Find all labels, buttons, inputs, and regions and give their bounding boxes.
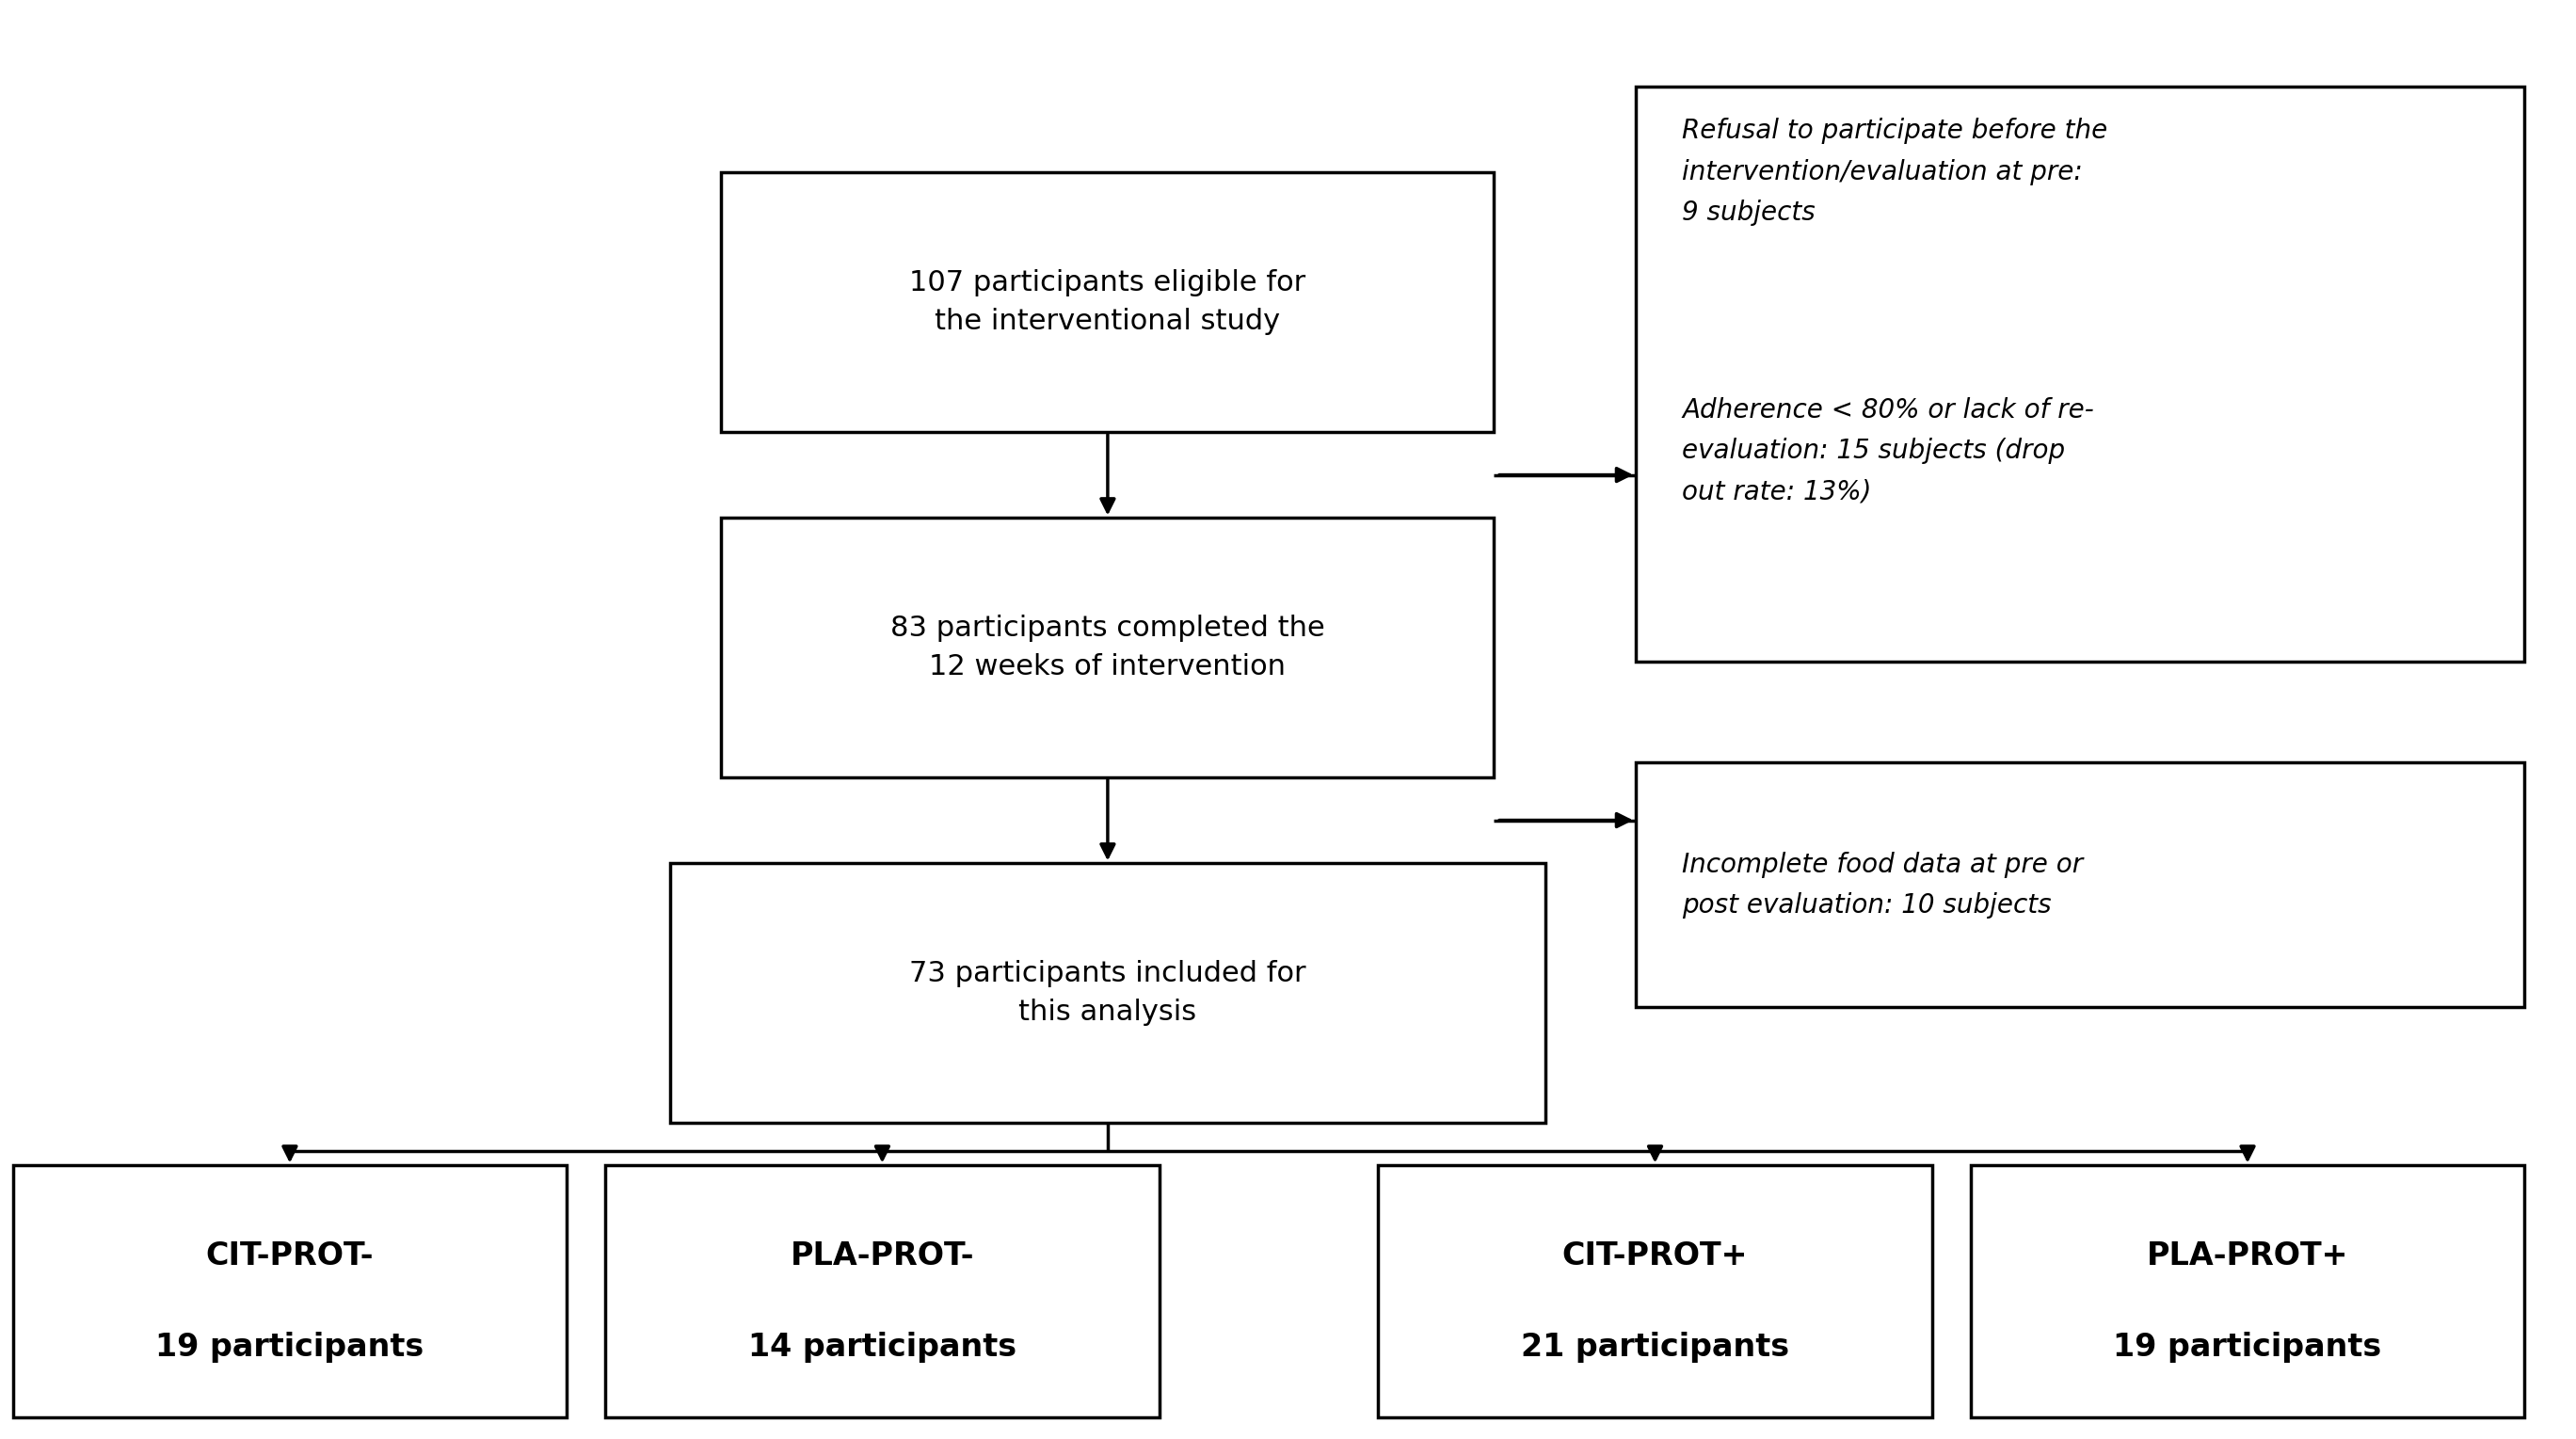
Text: PLA-PROT-: PLA-PROT- [791,1240,974,1272]
Text: 107 participants eligible for
the interventional study: 107 participants eligible for the interv… [909,269,1306,335]
Text: 19 participants: 19 participants [2112,1331,2383,1363]
FancyBboxPatch shape [605,1166,1159,1417]
Text: CIT-PROT+: CIT-PROT+ [1561,1240,1749,1272]
Text: PLA-PROT+: PLA-PROT+ [2146,1240,2349,1272]
Text: Refusal to participate before the
intervention/evaluation at pre:
9 subjects: Refusal to participate before the interv… [1682,118,2107,226]
Text: CIT-PROT-: CIT-PROT- [206,1240,374,1272]
Text: Incomplete food data at pre or
post evaluation: 10 subjects: Incomplete food data at pre or post eval… [1682,852,2084,918]
FancyBboxPatch shape [1971,1166,2524,1417]
Text: Adherence < 80% or lack of re-
evaluation: 15 subjects (drop
out rate: 13%): Adherence < 80% or lack of re- evaluatio… [1682,397,2094,505]
FancyBboxPatch shape [1378,1166,1932,1417]
Text: 73 participants included for
this analysis: 73 participants included for this analys… [909,960,1306,1026]
Text: 21 participants: 21 participants [1520,1331,1790,1363]
FancyBboxPatch shape [721,173,1494,432]
FancyBboxPatch shape [1636,86,2524,662]
FancyBboxPatch shape [13,1166,567,1417]
Text: 83 participants completed the
12 weeks of intervention: 83 participants completed the 12 weeks o… [891,614,1324,681]
FancyBboxPatch shape [721,518,1494,777]
Text: 14 participants: 14 participants [747,1331,1018,1363]
FancyBboxPatch shape [1636,763,2524,1007]
Text: 19 participants: 19 participants [155,1331,425,1363]
FancyBboxPatch shape [670,863,1546,1122]
